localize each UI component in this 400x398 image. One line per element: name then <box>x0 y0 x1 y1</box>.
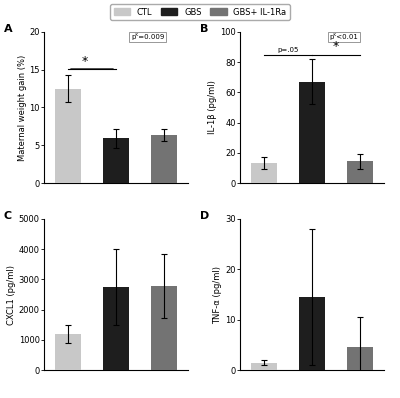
Y-axis label: IL-1β (pg/ml): IL-1β (pg/ml) <box>208 80 217 135</box>
Text: C: C <box>4 211 12 221</box>
Bar <box>251 363 277 370</box>
Text: B: B <box>200 24 208 34</box>
Bar <box>251 164 277 183</box>
Bar <box>347 347 373 370</box>
Bar <box>151 286 177 370</box>
Y-axis label: TNF-α (pg/ml): TNF-α (pg/ml) <box>214 265 222 324</box>
Bar <box>151 135 177 183</box>
Text: *: * <box>333 40 339 53</box>
Bar <box>55 334 81 370</box>
Bar <box>299 297 325 370</box>
Y-axis label: Maternal weight gain (%): Maternal weight gain (%) <box>18 55 26 160</box>
Text: p=.05: p=.05 <box>277 47 299 53</box>
Bar <box>299 82 325 183</box>
Legend: CTL, GBS, GBS+ IL-1Ra: CTL, GBS, GBS+ IL-1Ra <box>110 4 290 20</box>
Bar <box>103 287 129 370</box>
Bar <box>347 161 373 183</box>
Bar <box>55 88 81 183</box>
Text: pᴷ<0.01: pᴷ<0.01 <box>329 33 358 40</box>
Bar <box>103 139 129 183</box>
Text: D: D <box>200 211 209 221</box>
Text: *: * <box>82 55 88 68</box>
Y-axis label: CXCL1 (pg/ml): CXCL1 (pg/ml) <box>7 265 16 324</box>
Text: A: A <box>4 24 12 34</box>
Text: pᴷ=0.009: pᴷ=0.009 <box>131 33 164 40</box>
